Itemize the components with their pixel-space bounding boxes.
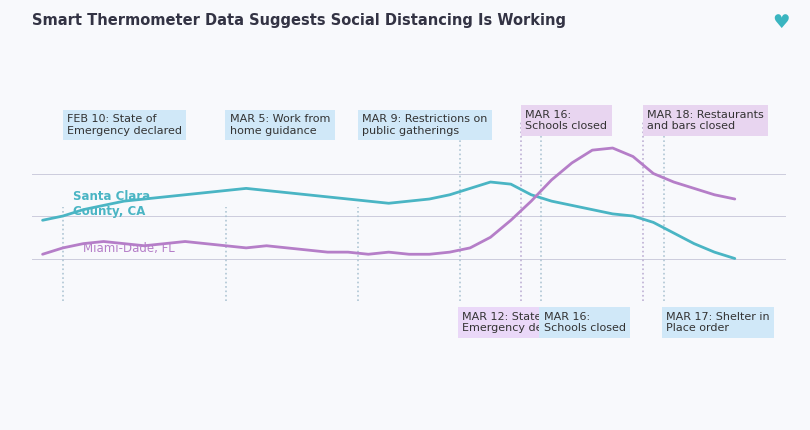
Text: MAR 5: Work from
home guidance: MAR 5: Work from home guidance bbox=[230, 114, 330, 135]
Text: MAR 17: Shelter in
Place order: MAR 17: Shelter in Place order bbox=[666, 312, 770, 333]
Text: MAR 12: State of
Emergency declared: MAR 12: State of Emergency declared bbox=[463, 312, 578, 333]
Text: Santa Clara
County, CA: Santa Clara County, CA bbox=[73, 190, 151, 218]
Text: MAR 9: Restrictions on
public gatherings: MAR 9: Restrictions on public gatherings bbox=[362, 114, 488, 135]
Text: ♥: ♥ bbox=[772, 13, 790, 32]
Text: Smart Thermometer Data Suggests Social Distancing Is Working: Smart Thermometer Data Suggests Social D… bbox=[32, 13, 566, 28]
Text: MAR 16:
Schools closed: MAR 16: Schools closed bbox=[544, 312, 626, 333]
Text: MAR 18: Restaurants
and bars closed: MAR 18: Restaurants and bars closed bbox=[647, 110, 764, 131]
Text: Miami-Dade, FL: Miami-Dade, FL bbox=[83, 243, 175, 255]
Text: MAR 16:
Schools closed: MAR 16: Schools closed bbox=[525, 110, 607, 131]
Text: FEB 10: State of
Emergency declared: FEB 10: State of Emergency declared bbox=[67, 114, 182, 135]
